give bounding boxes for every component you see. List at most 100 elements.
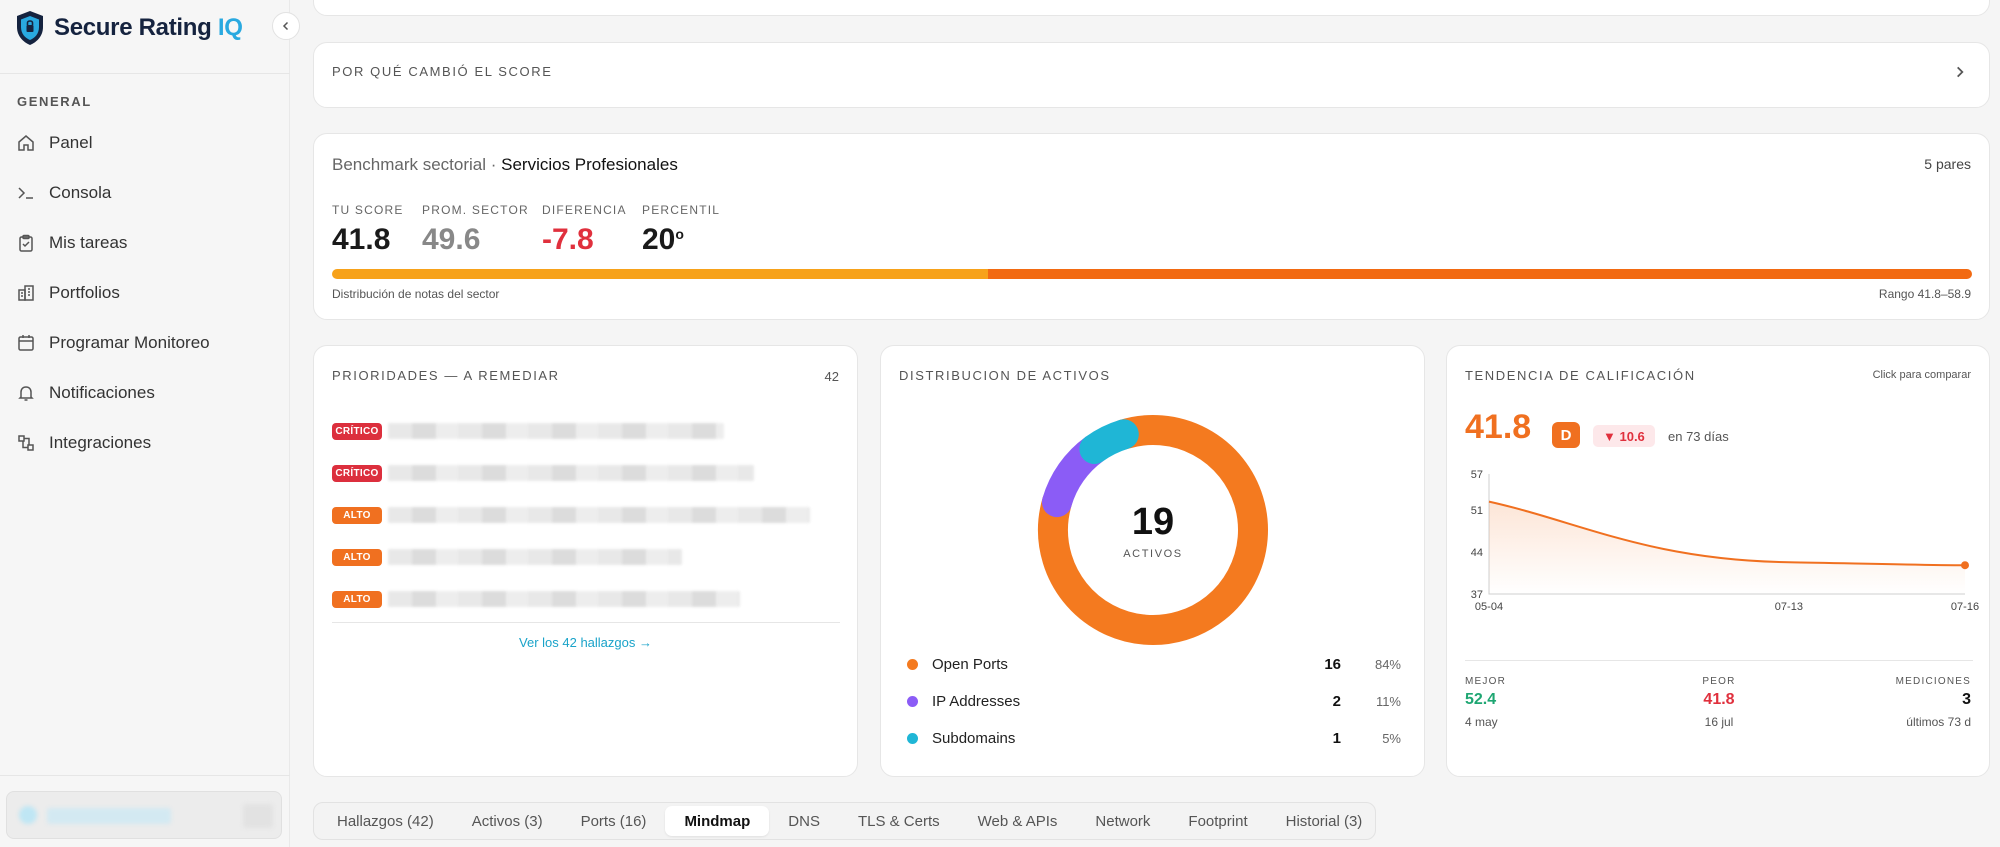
sidebar-section-label: GENERAL [17,94,92,109]
clipboard-icon [17,234,35,252]
donut-center: 19 ACTIVOS [1033,410,1273,650]
priority-row[interactable]: CRÍTICO [332,458,840,488]
subdomains-dot [907,732,918,744]
ip-addresses-dot [907,695,918,707]
why-score-changed-label: POR QUÉ CAMBIÓ EL SCORE [332,64,553,79]
redacted-finding [388,465,754,481]
priority-row[interactable]: ALTO [332,584,840,614]
tab-dns[interactable]: DNS [788,812,820,830]
stat-prom-sector: PROM. SECTOR 49.6 [422,203,529,256]
why-score-changed-panel[interactable]: POR QUÉ CAMBIÓ EL SCORE [313,42,1990,108]
sidebar-item-label: Panel [49,133,93,152]
view-all-findings-link[interactable]: Ver los 42 hallazgos → [519,635,652,650]
donut-slice-ip-addresses [1038,415,1268,645]
trend-line-chart: 37 44 51 57 05-04 07-13 07-16 [1471,469,1979,613]
tab-ports[interactable]: Ports (16) [580,812,647,830]
priorities-divider [332,622,840,623]
donut-slice-subdomains [1038,415,1268,645]
tab-activos[interactable]: Activos (3) [471,812,543,830]
sidebar: Secure Rating IQ GENERAL Panel Consola M… [0,0,290,847]
score-delta-badge: ▼ 10.6 [1593,425,1655,447]
sidebar-divider [0,73,290,74]
priority-row[interactable]: ALTO [332,500,840,530]
integrations-icon [17,434,35,452]
assets-distribution-card: DISTRIBUCION DE ACTIVOS 19 ACTIVOS Open … [880,345,1425,777]
redacted-user-name [47,808,171,824]
trend-line [1488,500,1966,567]
sidebar-item-label: Mis tareas [49,233,128,252]
sector-distribution-bar [332,269,1972,279]
distribution-label: Distribución de notas del sector [332,287,500,301]
x-tick-label: 07-16 [1951,601,1979,613]
compare-hint: Click para comparar [1872,369,1971,381]
stat-best: MEJOR 52.4 4 may [1465,676,1506,729]
total-assets-count: 19 [1131,500,1175,543]
sidebar-item-label: Portfolios [49,283,120,302]
collapse-sidebar-button[interactable] [272,12,300,40]
sidebar-item-consola[interactable]: Consola [0,168,290,218]
assets-donut-chart [1038,415,1268,645]
tab-historial[interactable]: Historial (3) [1285,812,1363,830]
x-tick-label: 07-13 [1775,601,1803,613]
sidebar-item-programar-monitoreo[interactable]: Programar Monitoreo [0,318,290,368]
sidebar-nav: Panel Consola Mis tareas Portfolios Prog… [0,118,290,468]
stat-diferencia: DIFERENCIA -7.8 [542,203,627,256]
sidebar-item-integraciones[interactable]: Integraciones [0,418,290,468]
rating-trend-title: TENDENCIA DE CALIFICACIÓN [1465,368,1696,383]
sidebar-bottom-divider [0,775,290,776]
benchmark-title: Benchmark sectorial · Servicios Profesio… [332,155,678,174]
y-tick-label: 44 [1471,547,1483,559]
x-tick-label: 05-04 [1475,601,1503,613]
priority-row[interactable]: ALTO [332,542,840,572]
tab-tls-certs[interactable]: TLS & Certs [857,812,940,830]
peers-count: 5 pares [1924,156,1971,172]
home-icon [17,134,35,152]
tab-web-apis[interactable]: Web & APIs [977,812,1058,830]
tab-hallazgos[interactable]: Hallazgos (42) [337,812,434,830]
benchmark-sector: Servicios Profesionales [501,155,678,174]
bell-icon [17,384,35,402]
open-ports-dot [907,658,918,670]
brand-logo-link[interactable]: Secure Rating IQ [16,9,243,47]
calendar-icon [17,334,35,352]
y-tick-label: 37 [1471,589,1483,601]
rating-trend-card[interactable]: TENDENCIA DE CALIFICACIÓN Click para com… [1446,345,1990,777]
brand-name: Secure Rating IQ [54,14,243,41]
sidebar-item-label: Programar Monitoreo [49,333,210,352]
trend-divider [1465,660,1973,661]
sidebar-item-portfolios[interactable]: Portfolios [0,268,290,318]
redacted-user-action [243,804,273,828]
current-score: 41.8 [1465,408,1532,446]
tab-footprint[interactable]: Footprint [1188,812,1248,830]
sidebar-item-panel[interactable]: Panel [0,118,290,168]
chevron-left-icon [282,21,289,31]
sidebar-item-label: Notificaciones [49,383,155,402]
sidebar-item-mis-tareas[interactable]: Mis tareas [0,218,290,268]
sidebar-item-notificaciones[interactable]: Notificaciones [0,368,290,418]
redacted-finding [388,507,810,523]
redacted-finding [388,591,740,607]
stat-percentil: PERCENTIL 20o [642,203,721,256]
trend-last-point[interactable] [1961,561,1969,570]
priority-row[interactable]: CRÍTICO [332,416,840,446]
sidebar-item-label: Integraciones [49,433,152,452]
shield-logo-icon [17,11,43,45]
stat-tu-score: TU SCORE 41.8 [332,203,404,256]
severity-badge: ALTO [332,506,382,524]
severity-badge: CRÍTICO [332,422,382,440]
chevron-right-icon [1953,62,1967,85]
priorities-card: PRIORIDADES — A REMEDIAR 42 CRÍTICO CRÍT… [313,345,858,777]
redacted-finding [388,549,682,565]
detail-tabs: Hallazgos (42) Activos (3) Ports (16) Mi… [313,802,1376,840]
total-assets-label: ACTIVOS [1123,547,1183,560]
tab-network[interactable]: Network [1095,812,1151,830]
priorities-count: 42 [824,369,839,384]
user-account-chip[interactable] [6,791,282,839]
tab-mindmap[interactable]: Mindmap [665,806,770,836]
building-icon [17,284,35,302]
severity-badge: CRÍTICO [332,464,382,482]
sidebar-item-label: Consola [49,183,112,202]
redacted-finding [388,423,724,439]
avatar [19,806,37,824]
trend-area [1489,501,1965,594]
